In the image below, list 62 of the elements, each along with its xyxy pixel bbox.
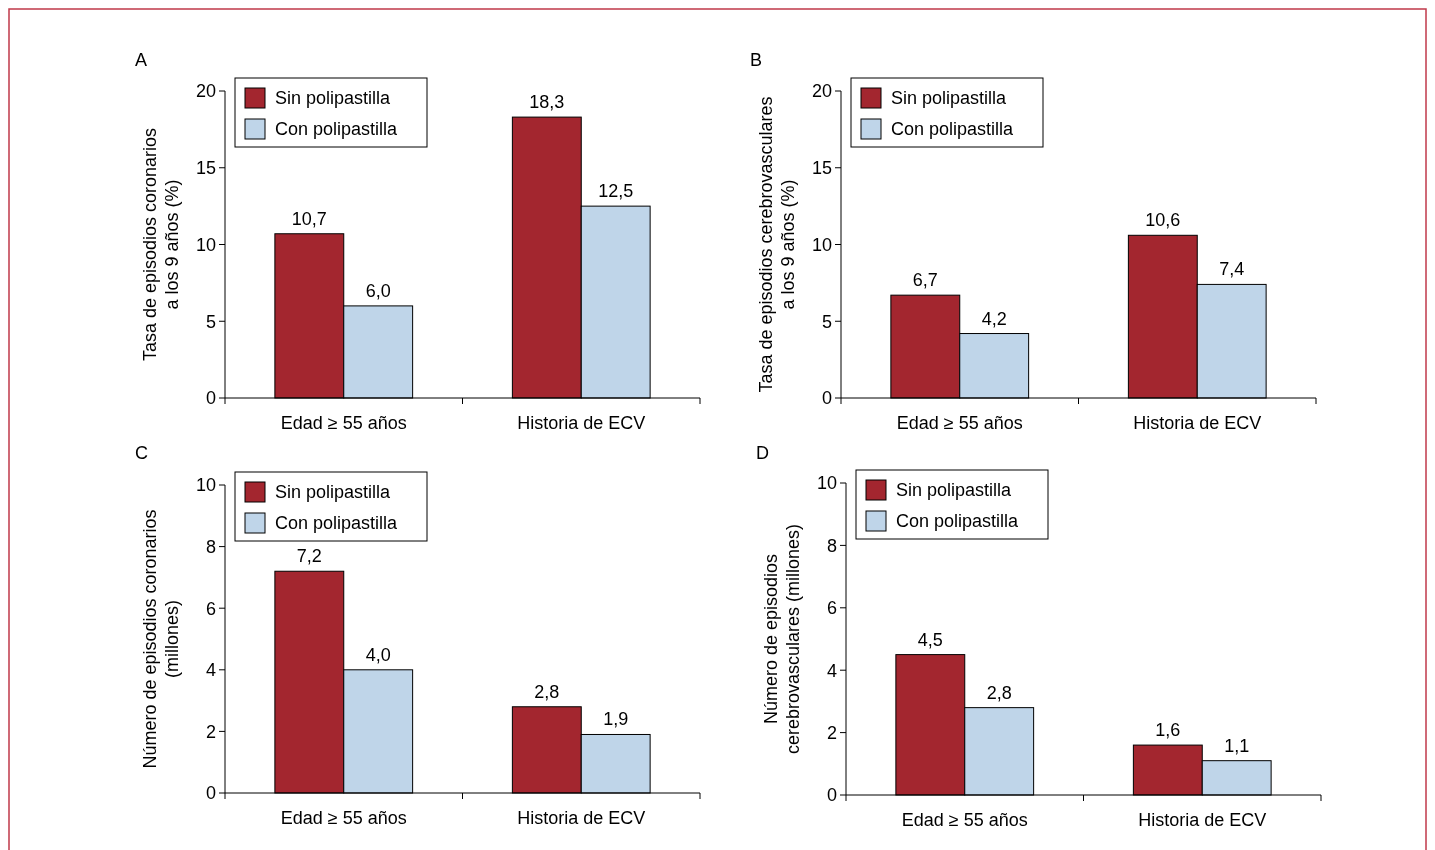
y-tick-label: 0 <box>821 388 832 409</box>
data-label: 12,5 <box>598 181 634 202</box>
data-label: 7,4 <box>1219 259 1245 280</box>
y-tick-label: 0 <box>205 388 216 409</box>
x-tick-label: Historia de ECV <box>1133 413 1262 433</box>
y-tick-label: 0 <box>205 783 216 804</box>
data-label: 2,8 <box>986 682 1012 703</box>
y-tick-label: 5 <box>205 311 216 332</box>
y-tick-label: 20 <box>195 81 216 102</box>
x-tick-label: Edad ≥ 55 años <box>280 808 407 828</box>
y-tick-label: 15 <box>811 158 832 179</box>
legend-label: Con polipastilla <box>891 119 1015 139</box>
y-tick-label: 2 <box>826 722 837 743</box>
data-label: 10,7 <box>291 208 327 229</box>
legend-label: Sin polipastilla <box>891 88 1008 108</box>
chart-title: D <box>756 443 769 463</box>
y-axis-title: Número de episodios cerebrovasculares (millones) <box>761 523 803 755</box>
y-axis-title: Tasa de episodios coronarios a los 9 años (%) <box>140 127 182 362</box>
y-axis-title: Tasa de episodios cerebrovasculares a los 9 años (%) <box>756 96 798 393</box>
y-tick-label: 10 <box>195 475 216 496</box>
legend-label: Sin polipastilla <box>275 482 392 502</box>
x-tick-label: Edad ≥ 55 años <box>280 413 407 433</box>
legend-label: Sin polipastilla <box>275 88 392 108</box>
y-tick-label: 6 <box>205 598 216 619</box>
y-tick-label: 10 <box>811 234 832 255</box>
data-label: 6,0 <box>365 280 391 301</box>
y-tick-label: 5 <box>821 311 832 332</box>
y-tick-label: 8 <box>826 535 837 556</box>
y-tick-label: 6 <box>826 598 837 619</box>
legend-label: Con polipastilla <box>896 511 1020 531</box>
x-tick-label: Historia de ECV <box>1138 810 1267 830</box>
y-axis-title: Número de episodios coronarios (millones) <box>140 509 182 769</box>
data-label: 1,1 <box>1224 735 1250 756</box>
data-label: 10,6 <box>1145 210 1181 231</box>
y-tick-label: 10 <box>816 473 837 494</box>
x-tick-label: Historia de ECV <box>517 413 646 433</box>
y-tick-label: 10 <box>195 234 216 255</box>
chart-title: B <box>750 50 763 70</box>
data-label: 4,5 <box>917 629 943 650</box>
data-label: 1,6 <box>1155 720 1181 741</box>
data-label: 4,2 <box>981 308 1007 329</box>
y-tick-label: 0 <box>826 785 837 806</box>
y-tick-label: 4 <box>205 660 216 681</box>
x-tick-label: Edad ≥ 55 años <box>901 810 1028 830</box>
x-tick-label: Edad ≥ 55 años <box>896 413 1023 433</box>
data-label: 6,7 <box>912 270 938 291</box>
y-tick-label: 15 <box>195 158 216 179</box>
legend-label: Con polipastilla <box>275 513 399 533</box>
x-tick-label: Historia de ECV <box>517 808 646 828</box>
data-label: 2,8 <box>534 681 560 702</box>
y-tick-label: 2 <box>205 721 216 742</box>
data-label: 18,3 <box>529 92 565 113</box>
y-tick-label: 4 <box>826 660 837 681</box>
chart-title: A <box>135 50 148 70</box>
data-label: 4,0 <box>365 644 391 665</box>
data-label: 7,2 <box>296 546 322 567</box>
y-tick-label: 20 <box>811 81 832 102</box>
legend-label: Sin polipastilla <box>896 480 1013 500</box>
y-tick-label: 8 <box>205 536 216 557</box>
legend-label: Con polipastilla <box>275 119 399 139</box>
chart-title: C <box>135 443 148 463</box>
data-label: 1,9 <box>603 709 629 730</box>
